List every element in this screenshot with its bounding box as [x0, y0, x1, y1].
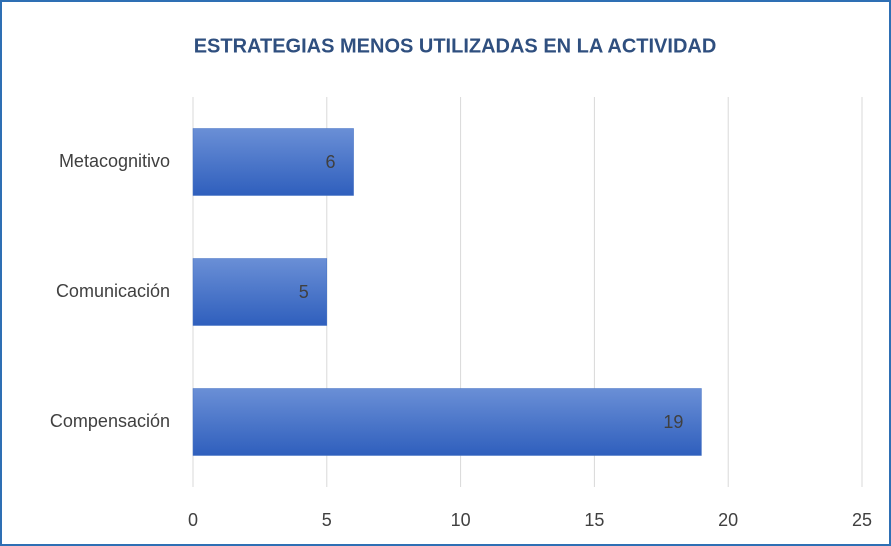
value-label: 6: [326, 152, 336, 172]
x-tick-label: 25: [852, 510, 872, 530]
chart-title: ESTRATEGIAS MENOS UTILIZADAS EN LA ACTIV…: [194, 35, 717, 57]
value-label: 5: [299, 282, 309, 302]
x-tick-label: 0: [188, 510, 198, 530]
bar: [192, 258, 328, 326]
marks: Metacognitivo 6 Comunicación 5 Compensación 1…: [50, 128, 702, 456]
x-tick-label: 5: [322, 510, 332, 530]
y-tick-label: Comunicación: [56, 281, 170, 301]
y-tick-label: Compensación: [50, 411, 170, 431]
x-tick-label: 10: [451, 510, 471, 530]
x-tick-label: 20: [718, 510, 738, 530]
bar: [192, 128, 354, 196]
y-tick-label: Metacognitivo: [59, 151, 170, 171]
value-label: 19: [663, 412, 683, 432]
bar: [192, 388, 702, 456]
x-tick-label: 15: [584, 510, 604, 530]
